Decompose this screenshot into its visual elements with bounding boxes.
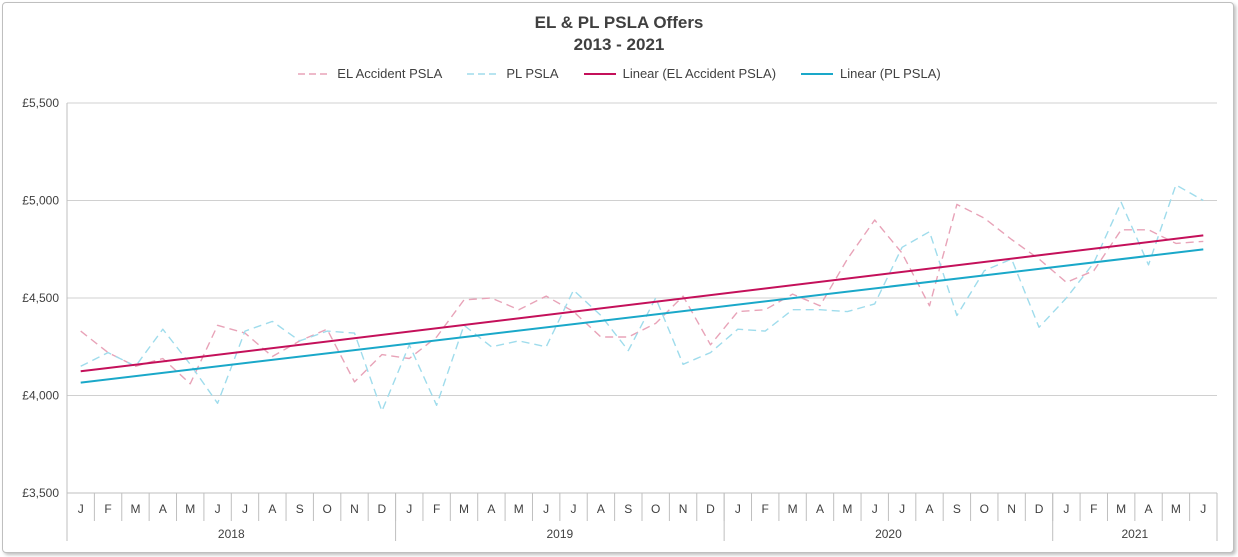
- legend-label-pl: PL PSLA: [506, 66, 559, 81]
- legend-label-linear-pl: Linear (PL PSLA): [840, 66, 941, 81]
- legend-item-pl: PL PSLA: [466, 66, 559, 81]
- legend-item-el-accident: EL Accident PSLA: [297, 66, 442, 81]
- legend-swatch-el-accident: [298, 72, 331, 75]
- legend-swatch-linear-pl: [801, 72, 834, 75]
- legend-item-linear-pl: Linear (PL PSLA): [800, 66, 941, 81]
- chart-title: EL & PL PSLA Offers: [534, 13, 704, 32]
- legend-label-linear-el: Linear (EL Accident PSLA): [622, 66, 777, 81]
- legend-label-el-accident: EL Accident PSLA: [337, 66, 443, 81]
- legend-swatch-linear-el: [583, 72, 616, 75]
- chart-subtitle: 2013 - 2021: [573, 35, 665, 54]
- legend-item-linear-el: Linear (EL Accident PSLA): [583, 66, 776, 81]
- legend-swatch-pl: [467, 72, 500, 75]
- chart-legend: EL Accident PSLA PL PSLA Linear (EL Acci…: [0, 66, 1238, 81]
